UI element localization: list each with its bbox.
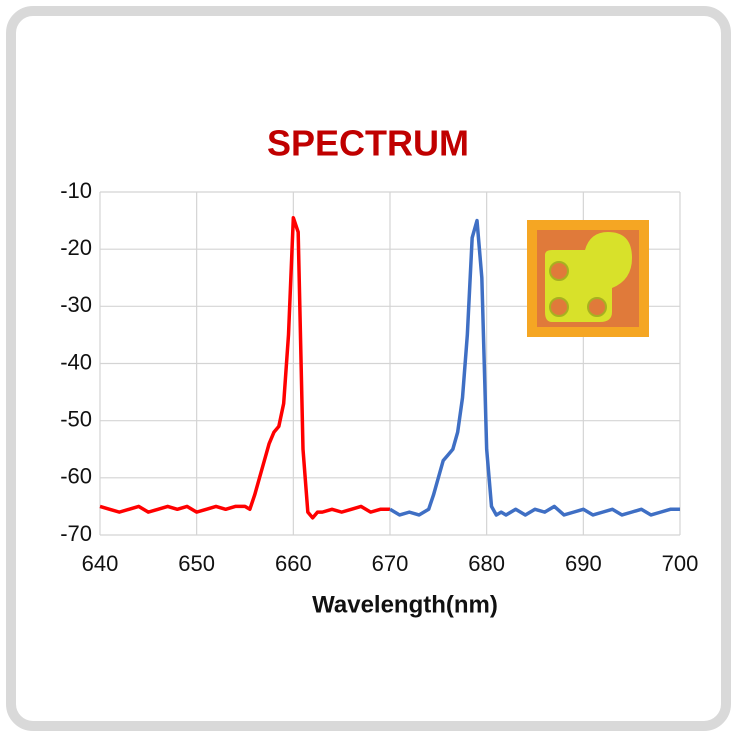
inset-chip <box>545 232 632 322</box>
y-tick-label: -20 <box>60 235 92 260</box>
x-tick-label: 670 <box>372 551 409 576</box>
x-tick-label: 700 <box>662 551 699 576</box>
y-tick-label: -30 <box>60 292 92 317</box>
y-tick-label: -70 <box>60 521 92 546</box>
y-tick-label: -40 <box>60 349 92 374</box>
x-tick-label: 660 <box>275 551 312 576</box>
x-tick-label: 650 <box>178 551 215 576</box>
series-line <box>389 218 680 517</box>
inset-pad <box>549 261 569 281</box>
x-tick-label: 690 <box>565 551 602 576</box>
x-tick-label: 640 <box>82 551 119 576</box>
y-tick-label: -60 <box>60 464 92 489</box>
y-tick-label: -50 <box>60 406 92 431</box>
inset-pad <box>587 297 607 317</box>
chart-title: SPECTRUM <box>267 123 469 164</box>
x-axis-label: Wavelength(nm) <box>312 591 498 618</box>
frame <box>6 6 731 731</box>
series-line <box>99 215 390 520</box>
y-tick-label: -10 <box>60 178 92 203</box>
x-tick-label: 680 <box>468 551 505 576</box>
inset-image <box>527 220 649 337</box>
inset-pad <box>549 297 569 317</box>
plot-area: -70 -60 -50 -40 -30 -20 -10 640 650 660 670 680 690 7… <box>60 178 698 576</box>
